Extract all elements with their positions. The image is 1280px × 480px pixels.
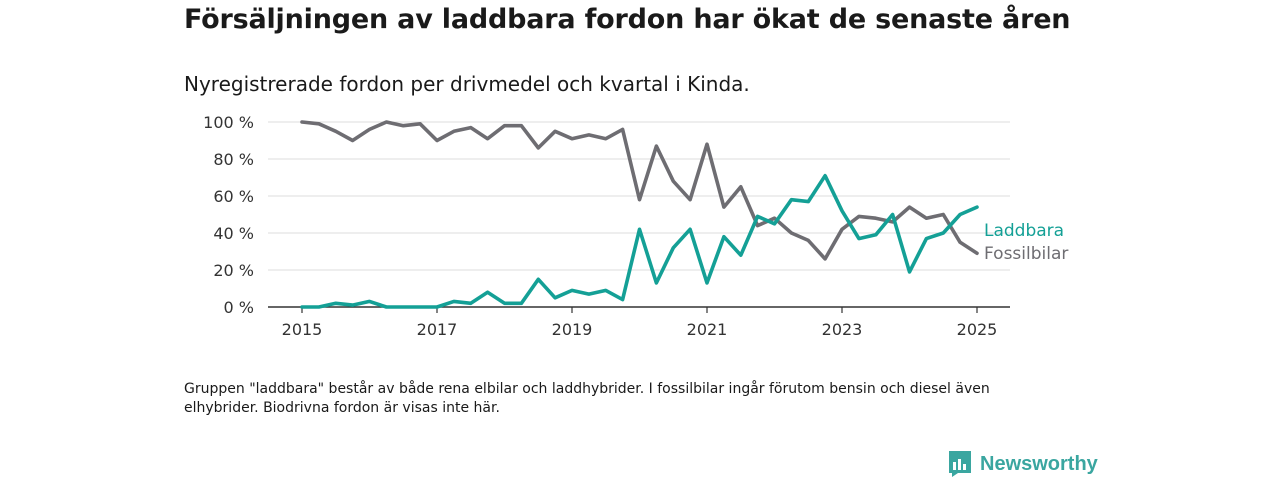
chart-title: Försäljningen av laddbara fordon har öka… (184, 4, 1071, 35)
x-tick-label: 2015 (282, 320, 323, 339)
y-tick-label: 100 % (203, 113, 254, 132)
legend: Laddbara Fossilbilar (984, 221, 1068, 264)
line-chart: 0 % 20 % 40 % 60 % 80 % 100 % 2015 2017 2019 202… (203, 113, 1068, 339)
legend-label-fossilbilar: Fossilbilar (984, 244, 1068, 264)
brand-name: Newsworthy (980, 452, 1098, 475)
y-tick-label: 80 % (213, 150, 254, 169)
y-tick-label: 20 % (213, 261, 254, 280)
series-line-fossilbilar (300, 120, 979, 261)
y-tick-label: 40 % (213, 224, 254, 243)
y-tick-label: 0 % (224, 298, 254, 317)
series-lines (300, 120, 979, 309)
legend-label-laddbara: Laddbara (984, 221, 1064, 241)
chart-subtitle: Nyregistrerade fordon per drivmedel och … (184, 72, 750, 96)
x-axis: 2015 2017 2019 2021 2023 2025 (268, 306, 1010, 339)
x-tick-label: 2021 (687, 320, 728, 339)
newsworthy-logo-icon (949, 451, 971, 477)
y-tick-labels: 0 % 20 % 40 % 60 % 80 % 100 % (203, 113, 254, 317)
x-tick-label: 2023 (822, 320, 863, 339)
series-line-laddbara (300, 173, 979, 309)
x-tick-label: 2019 (552, 320, 593, 339)
y-tick-label: 60 % (213, 187, 254, 206)
chart-footnote: Gruppen "laddbara" består av både rena e… (184, 381, 990, 416)
brand-logo: Newsworthy (948, 450, 1098, 478)
x-tick-label: 2017 (417, 320, 458, 339)
x-tick-label: 2025 (957, 320, 998, 339)
